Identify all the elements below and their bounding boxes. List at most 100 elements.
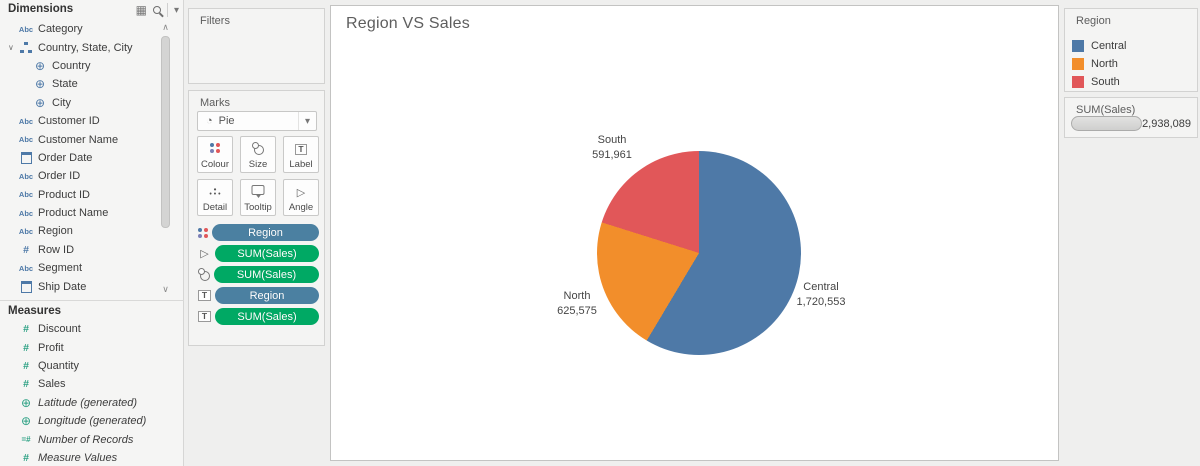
angle-icon: [197, 247, 212, 260]
slice-label-north: North 625,575: [517, 289, 637, 319]
measure-field-discount[interactable]: Discount: [0, 320, 184, 338]
field-label: Measure Values: [38, 451, 118, 464]
dimension-field-segment[interactable]: Segment: [0, 259, 158, 277]
field-label: Country, State, City: [38, 41, 133, 54]
measure-field-profit[interactable]: Profit: [0, 338, 184, 356]
tooltip-icon: [251, 185, 265, 198]
field-label: Discount: [38, 323, 81, 336]
slice-category: North: [563, 290, 591, 302]
measures-list: Discount Profit Quantity Sale: [0, 320, 184, 466]
field-label: Number of Records: [38, 433, 134, 446]
field-label: City: [52, 96, 71, 109]
legend-title: Region: [1076, 15, 1111, 27]
measure-field-measure-values[interactable]: Measure Values: [0, 449, 184, 466]
marks-card: Marks Pie Colour Size Label Detail Toolt…: [188, 90, 325, 346]
dimension-field-customer-name[interactable]: Customer Name: [0, 130, 158, 148]
pill-row-sum-sales: SUM(Sales): [197, 245, 319, 262]
measure-field-sales[interactable]: Sales: [0, 375, 184, 393]
mark-type-dropdown[interactable]: Pie: [197, 111, 317, 131]
hash-icon: [18, 378, 34, 391]
marks-title: Marks: [200, 97, 230, 109]
color-legend-card: Region Central North South: [1064, 8, 1198, 92]
dimension-field-row-id[interactable]: Row ID: [0, 241, 158, 259]
label-icon: [197, 310, 212, 323]
detail-button-label: Detail: [202, 202, 228, 213]
pill-row-region: Region: [197, 224, 319, 241]
field-label: Sales: [38, 378, 66, 391]
pill-row-region: Region: [197, 287, 319, 304]
detail-icon: [206, 185, 224, 199]
calendar-icon: [18, 280, 34, 293]
colour-icon: [197, 227, 209, 239]
search-icon[interactable]: [152, 6, 161, 14]
dimensions-scrollbar[interactable]: [159, 22, 172, 296]
slice-category: Central: [803, 281, 839, 293]
field-label: Customer Name: [38, 133, 119, 146]
pill-row-sum-sales: SUM(Sales): [197, 308, 319, 325]
dimensions-header: Dimensions: [0, 0, 183, 20]
dimension-field-country-state-city[interactable]: Country, State, City: [0, 38, 158, 56]
pie-chart[interactable]: [597, 151, 801, 355]
scroll-up-icon[interactable]: [159, 22, 172, 34]
dimension-field-country[interactable]: Country: [0, 57, 158, 75]
field-label: Product ID: [38, 188, 90, 201]
abc-icon: [18, 115, 34, 128]
filters-card: Filters: [188, 8, 325, 84]
tooltip-button[interactable]: Tooltip: [240, 179, 276, 216]
legend-swatch: [1072, 58, 1084, 70]
legend-label: South: [1091, 76, 1120, 88]
angle-icon: [292, 185, 310, 199]
pill[interactable]: SUM(Sales): [215, 245, 319, 262]
field-label: State: [52, 78, 78, 91]
pill[interactable]: SUM(Sales): [214, 266, 319, 283]
expand-chevron-icon[interactable]: [8, 43, 18, 53]
chevron-down-icon[interactable]: [174, 4, 179, 16]
size-button[interactable]: Size: [240, 136, 276, 173]
worksheet-canvas[interactable]: Region VS Sales South 591,961 North 625,…: [330, 5, 1059, 461]
field-label: Latitude (generated): [38, 396, 138, 409]
grid-view-icon[interactable]: [136, 3, 147, 17]
measures-title: Measures: [8, 305, 62, 317]
legend-item-south[interactable]: South: [1072, 73, 1126, 91]
chevron-down-icon[interactable]: [305, 115, 310, 127]
measure-field-quantity[interactable]: Quantity: [0, 357, 184, 375]
field-label: Customer ID: [38, 115, 100, 128]
legend-item-north[interactable]: North: [1072, 55, 1126, 73]
dimension-field-customer-id[interactable]: Customer ID: [0, 112, 158, 130]
label-button[interactable]: Label: [283, 136, 319, 173]
dimension-field-ship-date[interactable]: Ship Date: [0, 277, 158, 295]
colour-icon: [209, 142, 221, 154]
dimension-field-product-name[interactable]: Product Name: [0, 204, 158, 222]
field-label: Region: [38, 225, 73, 238]
dimension-field-category[interactable]: Category: [0, 20, 158, 38]
colour-button[interactable]: Colour: [197, 136, 233, 173]
dimension-field-city[interactable]: City: [0, 94, 158, 112]
measure-field-latitude-generated[interactable]: Latitude (generated): [0, 394, 184, 412]
field-label: Segment: [38, 262, 83, 275]
dimension-field-product-id[interactable]: Product ID: [0, 186, 158, 204]
abc-icon: [18, 262, 34, 275]
scroll-down-icon[interactable]: [159, 284, 172, 296]
dimension-field-state[interactable]: State: [0, 75, 158, 93]
filters-title: Filters: [200, 15, 230, 27]
angle-button[interactable]: Angle: [283, 179, 319, 216]
hierarchy-icon: [18, 41, 34, 54]
hash-icon: [18, 243, 34, 256]
measure-field-longitude-generated[interactable]: Longitude (generated): [0, 412, 184, 430]
legend-item-central[interactable]: Central: [1072, 37, 1126, 55]
dimension-field-order-date[interactable]: Order Date: [0, 149, 158, 167]
scrollbar-thumb[interactable]: [161, 36, 170, 228]
slice-category: South: [597, 134, 627, 146]
dimension-field-region[interactable]: Region: [0, 222, 158, 240]
size-legend-bar[interactable]: [1071, 116, 1142, 131]
dimension-field-order-id[interactable]: Order ID: [0, 167, 158, 185]
measure-field-number-of-records[interactable]: Number of Records: [0, 430, 184, 448]
field-label: Longitude (generated): [38, 415, 147, 428]
size-icon: [251, 142, 265, 155]
detail-button[interactable]: Detail: [197, 179, 233, 216]
dimensions-list: Category Country, State, City Country: [0, 20, 158, 296]
pill[interactable]: Region: [212, 224, 319, 241]
pill[interactable]: SUM(Sales): [215, 308, 319, 325]
pill[interactable]: Region: [215, 287, 319, 304]
dimensions-title: Dimensions: [8, 3, 74, 15]
